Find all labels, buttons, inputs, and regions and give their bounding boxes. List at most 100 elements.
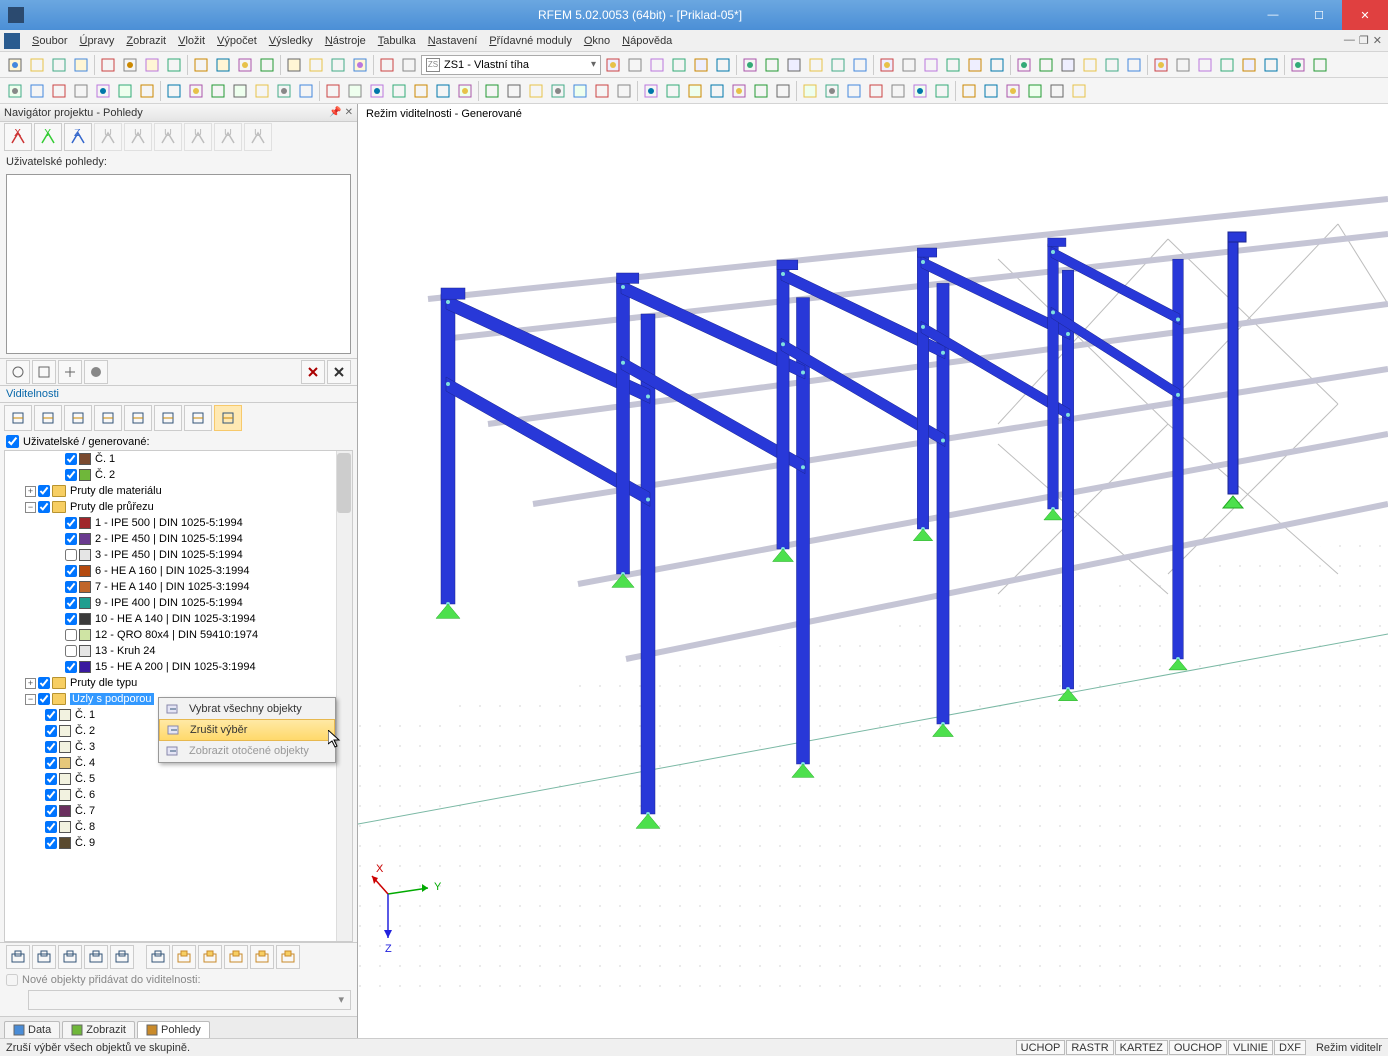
- tree-row[interactable]: +Pruty dle typu: [5, 675, 352, 691]
- view-action-4[interactable]: [84, 360, 108, 384]
- tree-scrollbar[interactable]: [336, 451, 352, 941]
- tree-checkbox[interactable]: [65, 661, 77, 673]
- view-toolbar-btn-3[interactable]: U: [94, 123, 122, 151]
- tree-checkbox[interactable]: [45, 741, 57, 753]
- tree-action-btn-2[interactable]: [58, 945, 82, 969]
- toolbar-button[interactable]: [398, 54, 420, 76]
- tree-action-btn-8[interactable]: [224, 945, 248, 969]
- view-toolbar-btn-4[interactable]: U: [124, 123, 152, 151]
- toolbar-button[interactable]: [958, 80, 980, 102]
- tree-row[interactable]: 3 - IPE 450 | DIN 1025-5:1994: [5, 547, 352, 563]
- toolbar-button[interactable]: [821, 80, 843, 102]
- toolbar-button[interactable]: [97, 54, 119, 76]
- toolbar-button[interactable]: [26, 54, 48, 76]
- toolbar-button[interactable]: [1309, 54, 1331, 76]
- status-box-ouchop[interactable]: OUCHOP: [1169, 1040, 1227, 1055]
- tree-action-btn-5[interactable]: [146, 945, 170, 969]
- view-toolbar-btn-1[interactable]: Y: [34, 123, 62, 151]
- toolbar-button[interactable]: [843, 80, 865, 102]
- status-box-dxf[interactable]: DXF: [1274, 1040, 1306, 1055]
- toolbar-button[interactable]: [1216, 54, 1238, 76]
- toolbar-button[interactable]: [48, 54, 70, 76]
- tree-checkbox[interactable]: [45, 789, 57, 801]
- tree-action-btn-7[interactable]: [198, 945, 222, 969]
- tree-row[interactable]: −Pruty dle průřezu: [5, 499, 352, 515]
- toolbar-button[interactable]: [624, 54, 646, 76]
- toolbar-button[interactable]: [772, 80, 794, 102]
- mdi-restore-icon[interactable]: ❐: [1359, 34, 1369, 47]
- toolbar-button[interactable]: [1238, 54, 1260, 76]
- toolbar-button[interactable]: [865, 80, 887, 102]
- tree-action-btn-10[interactable]: [276, 945, 300, 969]
- tree-action-btn-1[interactable]: [32, 945, 56, 969]
- toolbar-button[interactable]: [690, 54, 712, 76]
- toolbar-button[interactable]: [569, 80, 591, 102]
- toolbar-button[interactable]: [4, 80, 26, 102]
- tree-row[interactable]: +Pruty dle materiálu: [5, 483, 352, 499]
- user-generated-checkbox[interactable]: [6, 435, 19, 448]
- toolbar-button[interactable]: [48, 80, 70, 102]
- toolbar-button[interactable]: [256, 54, 278, 76]
- navigator-tab-pohledy[interactable]: Pohledy: [137, 1021, 210, 1038]
- toolbar-button[interactable]: [136, 80, 158, 102]
- view-toolbar-btn-2[interactable]: Z: [64, 123, 92, 151]
- toolbar-button[interactable]: [1013, 54, 1035, 76]
- tree-checkbox[interactable]: [45, 725, 57, 737]
- status-box-rastr[interactable]: RASTR: [1066, 1040, 1113, 1055]
- toolbar-button[interactable]: [234, 54, 256, 76]
- toolbar-button[interactable]: [1024, 80, 1046, 102]
- tree-row[interactable]: 10 - HE A 140 | DIN 1025-3:1994: [5, 611, 352, 627]
- tree-checkbox[interactable]: [45, 773, 57, 785]
- visibility-btn-5[interactable]: [154, 405, 182, 431]
- toolbar-button[interactable]: [1172, 54, 1194, 76]
- tree-action-btn-4[interactable]: [110, 945, 134, 969]
- view-delete[interactable]: [301, 360, 325, 384]
- status-box-vlinie[interactable]: VLINIE: [1228, 1040, 1273, 1055]
- toolbar-button[interactable]: [1260, 54, 1282, 76]
- menu-tabulka[interactable]: Tabulka: [372, 33, 422, 49]
- toolbar-button[interactable]: [1068, 80, 1090, 102]
- toolbar-button[interactable]: [212, 54, 234, 76]
- toolbar-button[interactable]: [70, 54, 92, 76]
- toolbar-button[interactable]: [1123, 54, 1145, 76]
- toolbar-button[interactable]: [980, 80, 1002, 102]
- toolbar-button[interactable]: [410, 80, 432, 102]
- toolbar-button[interactable]: [783, 54, 805, 76]
- toolbar-button[interactable]: [503, 80, 525, 102]
- toolbar-button[interactable]: [876, 54, 898, 76]
- toolbar-button[interactable]: [662, 80, 684, 102]
- toolbar-button[interactable]: [684, 80, 706, 102]
- visibility-btn-6[interactable]: [184, 405, 212, 431]
- visibility-btn-7[interactable]: [214, 405, 242, 431]
- toolbar-button[interactable]: [163, 80, 185, 102]
- toolbar-button[interactable]: [273, 80, 295, 102]
- toolbar-button[interactable]: [547, 80, 569, 102]
- toolbar-button[interactable]: [1057, 54, 1079, 76]
- view-delete-all[interactable]: [327, 360, 351, 384]
- tree-checkbox[interactable]: [65, 597, 77, 609]
- toolbar-button[interactable]: [761, 54, 783, 76]
- toolbar-button[interactable]: [388, 80, 410, 102]
- menu-nástroje[interactable]: Nástroje: [319, 33, 372, 49]
- visibility-tree[interactable]: Č. 1Č. 2+Pruty dle materiálu−Pruty dle p…: [4, 450, 353, 942]
- tree-row[interactable]: Č. 6: [5, 787, 352, 803]
- visibility-btn-4[interactable]: [124, 405, 152, 431]
- toolbar-button[interactable]: [739, 54, 761, 76]
- tree-row[interactable]: 15 - HE A 200 | DIN 1025-3:1994: [5, 659, 352, 675]
- toolbar-button[interactable]: [640, 80, 662, 102]
- tree-checkbox[interactable]: [65, 517, 77, 529]
- tree-row[interactable]: Č. 7: [5, 803, 352, 819]
- new-objects-dropdown[interactable]: [28, 990, 351, 1010]
- toolbar-button[interactable]: [1079, 54, 1101, 76]
- tree-action-btn-6[interactable]: [172, 945, 196, 969]
- tree-row[interactable]: Č. 1: [5, 451, 352, 467]
- close-button[interactable]: ✕: [1342, 0, 1388, 30]
- menu-soubor[interactable]: Soubor: [26, 33, 73, 49]
- toolbar-button[interactable]: [163, 54, 185, 76]
- mdi-minimize-icon[interactable]: —: [1344, 34, 1355, 47]
- toolbar-button[interactable]: [728, 80, 750, 102]
- tree-checkbox[interactable]: [65, 549, 77, 561]
- toolbar-button[interactable]: [114, 80, 136, 102]
- toolbar-button[interactable]: [229, 80, 251, 102]
- context-menu-item[interactable]: Vybrat všechny objekty: [159, 698, 335, 720]
